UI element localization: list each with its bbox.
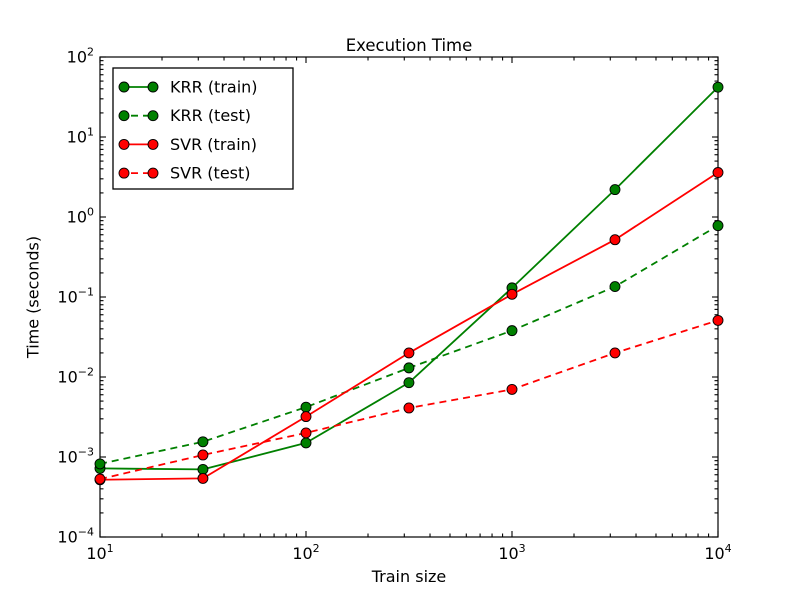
legend-marker [118,81,130,93]
data-point-krr-test [506,325,518,337]
x-tick-label: 101 [86,542,113,563]
data-point-krr-test [712,220,724,232]
data-point-svr-test [197,449,209,461]
legend-label-svr-test: SVR (test) [170,164,251,183]
data-point-krr-test [403,362,415,374]
data-point-svr-train [300,411,312,423]
data-point-krr-train [197,463,209,475]
data-point-svr-test [712,314,724,326]
data-point-svr-train [403,347,415,359]
data-point-svr-test [609,347,621,359]
legend-marker [147,81,159,93]
data-point-krr-test [197,436,209,448]
data-point-krr-train [609,184,621,196]
data-point-svr-train [712,167,724,178]
data-point-svr-train [197,472,209,484]
legend-label-krr-train: KRR (train) [170,78,258,97]
data-point-krr-train [712,81,724,93]
data-point-krr-test [609,281,621,293]
y-tick-label: 10−4 [57,526,94,547]
legend-marker [147,138,159,150]
data-point-svr-test [94,473,106,485]
legend-marker [118,167,130,179]
data-point-krr-train [403,377,415,389]
data-point-svr-train [506,288,518,300]
data-point-krr-test [300,401,312,413]
y-tick-label: 100 [67,206,94,227]
y-tick-label: 101 [67,126,94,147]
x-tick-label: 103 [498,542,525,563]
legend-marker [118,110,130,122]
x-axis-label: Train size [371,567,447,586]
legend-label-svr-train: SVR (train) [170,135,257,154]
data-point-krr-test [94,458,106,470]
y-axis-label: Time (seconds) [23,235,43,359]
legend-marker [118,138,130,150]
data-point-svr-train [609,234,621,246]
data-point-krr-train [300,437,312,449]
legend-box [112,67,294,190]
x-tick-label: 104 [704,542,731,563]
y-tick-label: 10−2 [57,366,94,387]
data-point-svr-test [300,427,312,439]
y-tick-label: 10−3 [57,446,94,467]
data-point-svr-test [403,402,415,414]
data-point-svr-test [506,383,518,395]
legend-marker [147,167,159,179]
y-tick-label: 10−1 [57,286,94,307]
legend-label-krr-test: KRR (test) [170,106,251,125]
x-tick-label: 102 [292,542,319,563]
chart-title: Execution Time [345,36,473,55]
legend-marker [147,110,159,122]
y-tick-label: 102 [67,46,94,67]
